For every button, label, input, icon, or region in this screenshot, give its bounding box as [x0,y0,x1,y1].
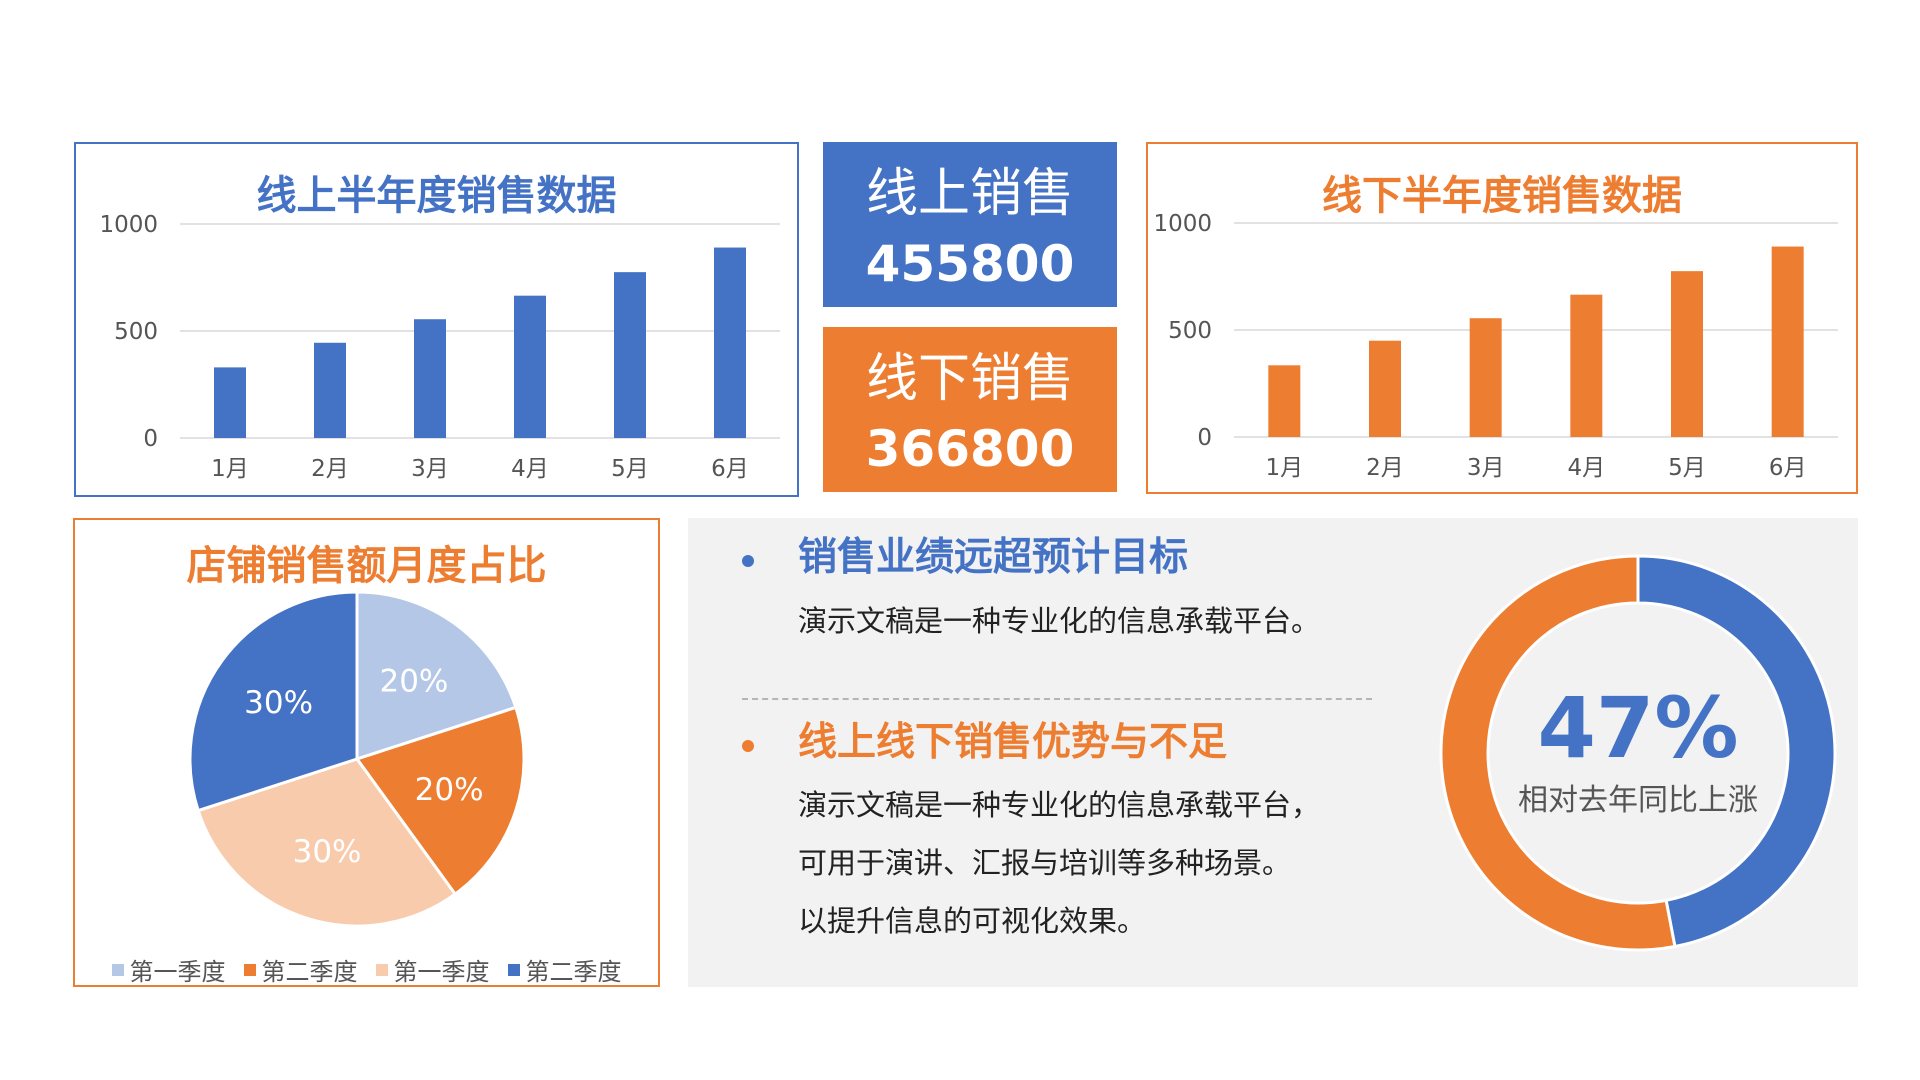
pie-legend-item: 第二季度 [507,952,622,987]
insights-panel: 销售业绩远超预计目标 演示文稿是一种专业化的信息承载平台。 线上线下销售优势与不… [688,518,1858,987]
point-1-text: 演示文稿是一种专业化的信息承载平台。 [798,604,1321,638]
online-sales-value: 455800 [865,235,1075,293]
pie-legend-label: 第一季度 [393,958,490,986]
online-x-tick-label: 3月 [411,456,449,482]
online-chart-title: 线上半年度销售数据 [256,173,617,219]
offline-bar-chart-panel: 线下半年度销售数据 0 500 1000 1月 2月 3月 4月 5月 6月 [1146,142,1858,494]
pie-chart-title: 店铺销售额月度占比 [186,543,547,589]
pie-legend-item: 第一季度 [111,952,226,987]
offline-bar [1369,340,1401,437]
point-2-bullet [742,740,754,752]
growth-donut-chart: 47% 相对去年同比上涨 [1439,554,1837,952]
point-1-title: 销售业绩远超预计目标 [798,535,1189,580]
point-2-title: 线上线下销售优势与不足 [798,720,1228,765]
online-x-tick-label: 1月 [211,456,249,482]
point-2-text-line-3: 以提升信息的可视化效果。 [798,904,1147,938]
online-bar-chart: 0 500 1000 1月 2月 3月 4月 5月 6月 [99,212,780,482]
pie-chart-panel: 店铺销售额月度占比 20% 20% 30% 30% 第一季度 第二季度 第一季度 第二季度 [73,518,660,987]
offline-sales-value: 366800 [865,420,1075,478]
online-bar [314,342,346,438]
offline-bar [1771,246,1804,437]
point-2-text-line-1: 演示文稿是一种专业化的信息承载平台， [798,788,1321,822]
offline-chart-title: 线下半年度销售数据 [1322,173,1682,219]
offline-x-tick-label: 4月 [1568,455,1606,481]
online-x-tick-label: 4月 [511,456,549,482]
point-1-bullet [742,555,754,567]
online-x-tick-label: 2月 [311,456,349,482]
offline-sales-kpi: 线下销售 366800 [823,327,1117,492]
online-bar [414,319,446,438]
donut-remainder-arc [1439,554,1677,952]
offline-bar [1469,318,1502,437]
online-x-tick-label: 5月 [611,456,649,482]
pie-legend-swatch [507,963,520,976]
online-bar [714,247,746,438]
offline-x-tick-label: 5月 [1668,455,1706,481]
online-y-tick-label: 1000 [99,212,158,238]
offline-bar [1570,294,1603,437]
offline-y-tick-label: 1000 [1153,211,1212,237]
pie-slice [355,590,518,762]
pie-slice-label: 20% [379,664,448,700]
offline-bar [1671,271,1703,437]
point-2-text-line-2: 可用于演讲、汇报与培训等多种场景。 [798,846,1292,880]
pie-slice-label: 20% [415,772,484,808]
pie-legend-swatch [375,963,388,976]
online-x-tick-label: 6月 [711,456,749,482]
pie-legend-swatch [243,963,256,976]
online-y-tick-label: 0 [143,426,158,452]
pie-legend-label: 第一季度 [129,958,226,986]
pie-legend-swatch [111,963,124,976]
online-bar [614,272,646,438]
pie-slice [196,757,458,928]
pie-chart: 20% 20% 30% 30% [188,590,526,928]
pie-legend-label: 第二季度 [261,958,358,986]
offline-x-tick-label: 3月 [1467,455,1505,481]
offline-x-tick-label: 1月 [1266,455,1304,481]
pie-legend-label: 第二季度 [525,958,622,986]
offline-x-tick-label: 6月 [1769,455,1807,481]
online-bar [214,367,246,438]
offline-x-tick-label: 2月 [1366,455,1404,481]
offline-bar [1268,365,1301,437]
pie-slice [188,590,359,813]
donut-value-arc [1636,554,1837,949]
donut-caption: 相对去年同比上涨 [1518,783,1758,818]
pie-legend-item: 第二季度 [243,952,358,987]
donut-value-text: 47% [1537,679,1738,777]
offline-sales-label: 线下销售 [865,349,1074,409]
pie-slice-label: 30% [293,834,362,870]
pie-legend: 第一季度 第二季度 第一季度 第二季度 [75,952,658,987]
offline-bar-chart: 0 500 1000 1月 2月 3月 4月 5月 6月 [1153,211,1838,481]
online-sales-label: 线上销售 [865,164,1074,224]
pie-slice-label: 30% [244,685,313,721]
online-bar [514,295,546,438]
points-divider [742,698,1372,700]
pie-slice [354,705,526,897]
online-bar-chart-panel: 线上半年度销售数据 0 500 1000 1月 2月 3月 4月 5月 6月 [74,142,799,497]
online-y-tick-label: 500 [114,319,158,345]
offline-y-tick-label: 0 [1197,425,1212,451]
pie-legend-item: 第一季度 [375,952,490,987]
offline-y-tick-label: 500 [1168,318,1212,344]
online-sales-kpi: 线上销售 455800 [823,142,1117,307]
